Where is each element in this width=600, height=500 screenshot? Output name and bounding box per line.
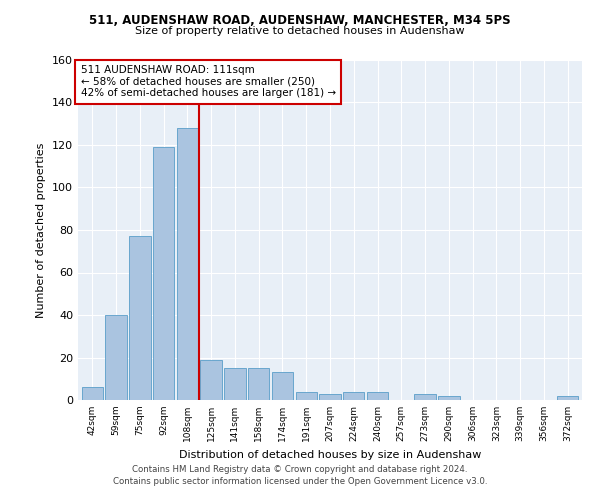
Bar: [153, 147, 174, 400]
Bar: [367, 392, 388, 400]
Text: Contains HM Land Registry data © Crown copyright and database right 2024.: Contains HM Land Registry data © Crown c…: [132, 465, 468, 474]
Y-axis label: Number of detached properties: Number of detached properties: [37, 142, 46, 318]
Bar: [415, 394, 436, 400]
Bar: [296, 392, 317, 400]
X-axis label: Distribution of detached houses by size in Audenshaw: Distribution of detached houses by size …: [179, 450, 481, 460]
Bar: [106, 315, 127, 400]
Bar: [129, 236, 151, 400]
Bar: [343, 392, 364, 400]
Bar: [272, 372, 293, 400]
Bar: [224, 368, 245, 400]
Bar: [248, 368, 269, 400]
Bar: [200, 360, 222, 400]
Bar: [557, 396, 578, 400]
Text: 511, AUDENSHAW ROAD, AUDENSHAW, MANCHESTER, M34 5PS: 511, AUDENSHAW ROAD, AUDENSHAW, MANCHEST…: [89, 14, 511, 27]
Text: Contains public sector information licensed under the Open Government Licence v3: Contains public sector information licen…: [113, 477, 487, 486]
Bar: [176, 128, 198, 400]
Text: Size of property relative to detached houses in Audenshaw: Size of property relative to detached ho…: [135, 26, 465, 36]
Bar: [438, 396, 460, 400]
Bar: [82, 387, 103, 400]
Bar: [319, 394, 341, 400]
Text: 511 AUDENSHAW ROAD: 111sqm
← 58% of detached houses are smaller (250)
42% of sem: 511 AUDENSHAW ROAD: 111sqm ← 58% of deta…: [80, 65, 335, 98]
